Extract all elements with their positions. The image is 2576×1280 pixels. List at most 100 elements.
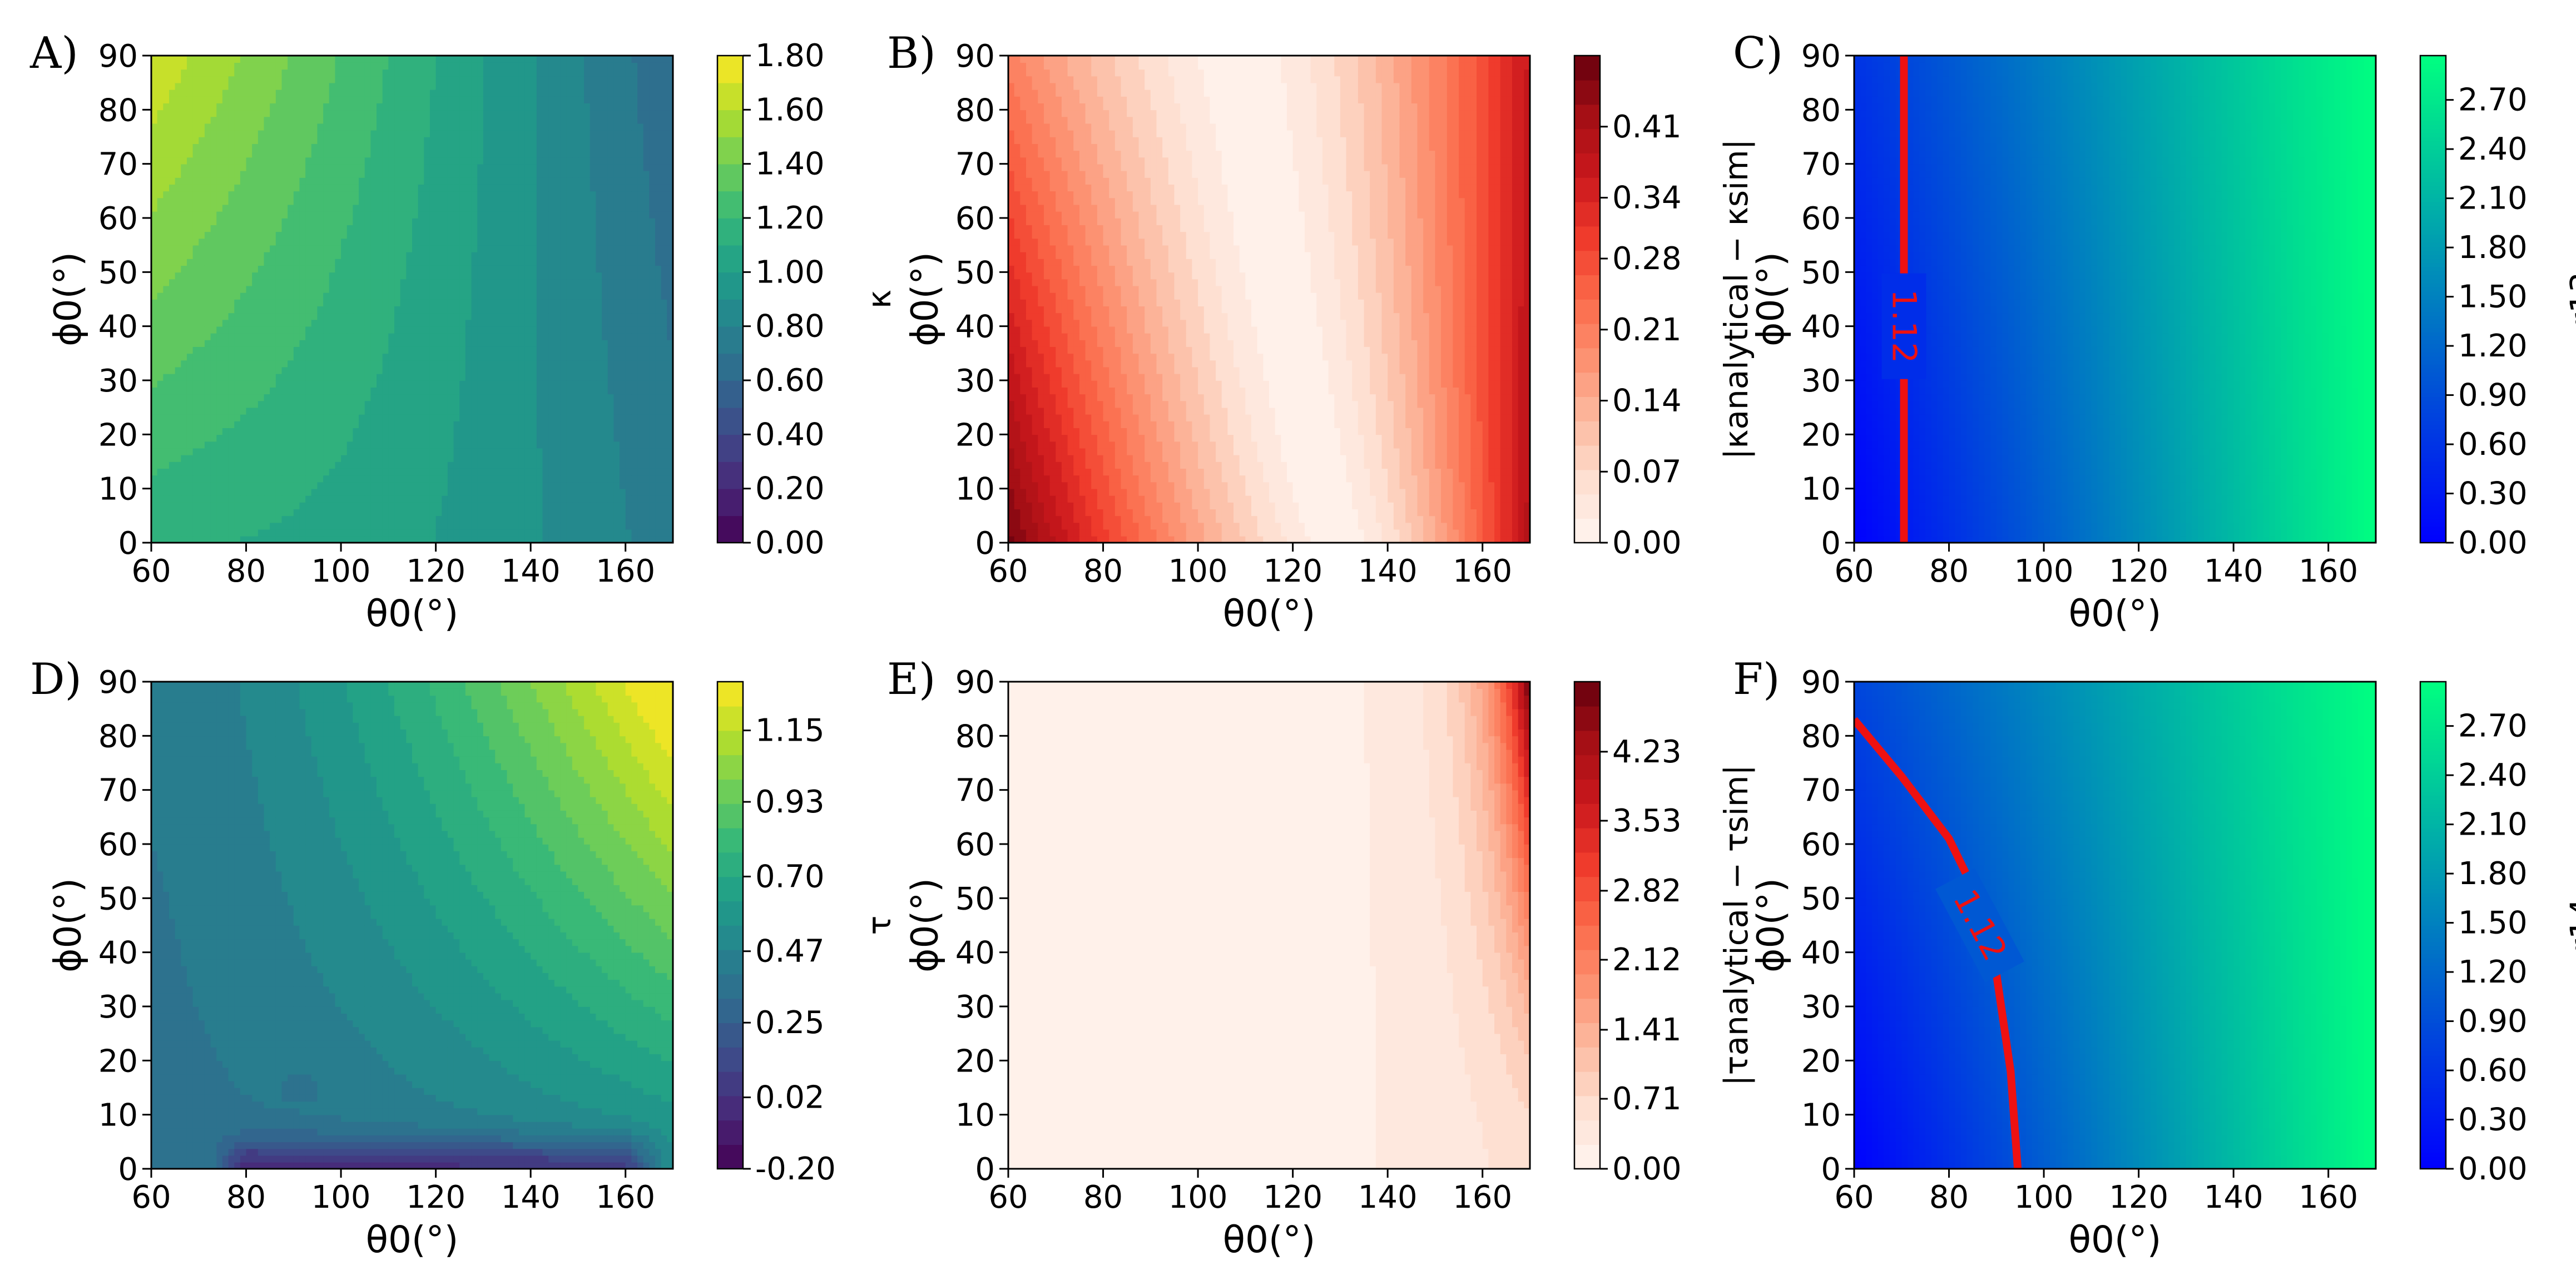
heat-cell <box>234 238 241 246</box>
heat-cell <box>163 366 170 374</box>
heat-cell <box>341 163 348 171</box>
heat-cell <box>572 285 579 293</box>
heat-cell <box>548 251 555 259</box>
heat-cell <box>406 272 413 280</box>
heat-cell <box>643 259 650 266</box>
heat-cell <box>175 529 182 537</box>
heat-cell <box>643 163 650 171</box>
heat-cell <box>513 360 519 368</box>
heat-cell <box>210 475 217 483</box>
heat-cell <box>394 340 401 347</box>
heat-cell <box>299 292 306 300</box>
heat-cell <box>655 522 662 530</box>
heat-cell <box>495 197 502 205</box>
heat-cell <box>429 515 437 523</box>
heat-cell <box>370 204 377 212</box>
heat-cell <box>181 387 187 395</box>
heat-cell <box>447 265 454 273</box>
heat-cell <box>602 353 608 361</box>
heat-cell <box>661 163 668 171</box>
heat-cell <box>275 468 283 476</box>
heat-cell <box>175 211 182 219</box>
heat-cell <box>406 373 413 381</box>
heat-cell <box>364 502 371 509</box>
heat-cell <box>572 482 579 489</box>
heat-cell <box>625 421 632 428</box>
heat-cell <box>518 326 526 334</box>
heat-cell <box>406 462 413 469</box>
heat-cell <box>275 225 283 232</box>
heat-cell <box>607 340 615 347</box>
heat-cell <box>607 238 615 246</box>
heat-cell <box>620 380 626 388</box>
heat-cell <box>305 211 312 219</box>
heat-cell <box>542 211 549 219</box>
heat-cell <box>447 387 454 395</box>
heat-cell <box>305 157 312 165</box>
heat-cell <box>257 245 265 252</box>
heat-cell <box>649 204 656 212</box>
heat-cell <box>317 407 324 415</box>
heat-cell <box>596 163 602 171</box>
heat-cell <box>620 529 626 537</box>
heat-cell <box>613 353 620 361</box>
heat-cell <box>495 495 502 503</box>
heat-cell <box>589 312 597 320</box>
heat-cell <box>257 326 265 334</box>
heat-cell <box>192 340 200 347</box>
heat-cell <box>299 333 306 340</box>
heat-cell <box>199 407 205 415</box>
heat-cell <box>335 360 341 368</box>
heat-cell <box>406 495 413 503</box>
heat-cell <box>637 434 644 442</box>
heat-cell <box>453 522 460 530</box>
heat-cell <box>240 366 247 374</box>
heat-cell <box>453 434 460 442</box>
heat-cell <box>661 326 668 334</box>
heat-cell <box>518 157 526 165</box>
heat-cell <box>572 184 579 192</box>
heat-cell <box>578 204 584 212</box>
heat-cell <box>264 360 270 368</box>
heat-cell <box>157 197 164 205</box>
heat-cell <box>293 259 300 266</box>
heat-cell <box>513 218 519 225</box>
heat-cell <box>293 177 300 185</box>
heat-cell <box>631 462 638 469</box>
heat-cell <box>542 535 549 543</box>
heat-cell <box>157 353 164 361</box>
heat-cell <box>181 535 187 543</box>
heat-cell <box>394 306 401 314</box>
heat-cell <box>649 346 656 354</box>
heat-cell <box>542 441 549 449</box>
heat-cell <box>548 326 555 334</box>
heat-cell <box>631 394 638 401</box>
heat-cell <box>192 373 200 381</box>
heat-cell <box>495 441 502 449</box>
heat-cell <box>388 414 395 421</box>
heat-cell <box>204 482 211 489</box>
heat-cell <box>293 360 300 368</box>
heat-cell <box>447 157 454 165</box>
heat-cell <box>649 333 656 340</box>
heat-cell <box>370 360 377 368</box>
heat-cell <box>518 441 526 449</box>
heat-cell <box>311 184 318 192</box>
heat-cell <box>667 333 673 340</box>
heat-cell <box>418 522 425 530</box>
heat-cell <box>186 312 194 320</box>
heat-cell <box>453 509 460 517</box>
heat-cell <box>222 238 229 246</box>
heat-cell <box>465 259 472 266</box>
heat-cell <box>192 407 200 415</box>
heat-cell <box>578 218 584 225</box>
heat-cell <box>329 529 336 537</box>
heat-cell <box>257 279 265 286</box>
heat-cell <box>240 346 247 354</box>
heat-cell <box>270 299 276 306</box>
heat-cell <box>507 191 514 199</box>
heat-cell <box>495 157 502 165</box>
heat-cell <box>270 225 276 232</box>
heat-cell <box>353 434 359 442</box>
heat-cell <box>382 306 389 314</box>
